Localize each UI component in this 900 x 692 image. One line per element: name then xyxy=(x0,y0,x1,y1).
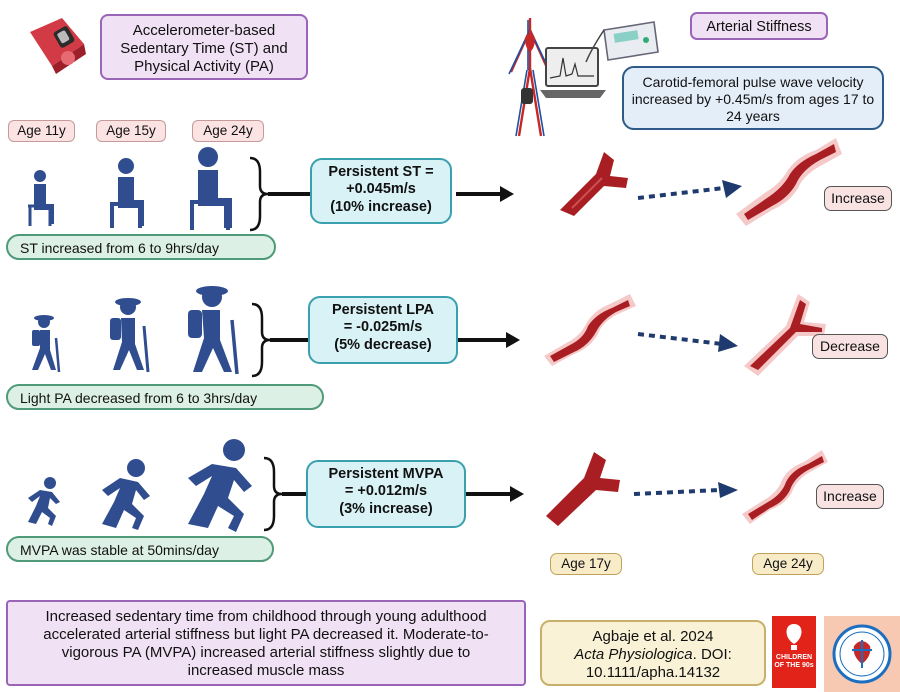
seated-adult-icon xyxy=(190,147,232,230)
row3-result-tag: Increase xyxy=(816,484,884,509)
hiking-teen-icon xyxy=(110,298,150,373)
row2-artery-normal xyxy=(744,294,826,376)
lpa-finding-box: Persistent LPA = -0.025m/s (5% decrease) xyxy=(308,296,458,364)
children-of-the-90s-logo: CHILDREN OF THE 90s xyxy=(772,616,816,688)
body-circulation-icon xyxy=(508,18,552,137)
accelerometer-device-icon xyxy=(30,18,86,74)
arterial-stiffness-label: Arterial Stiffness xyxy=(690,12,828,40)
mvpa-finding-line3: (3% increase) xyxy=(339,500,433,517)
row2-artery-stiffened xyxy=(544,294,636,366)
st-finding-line2: +0.045m/s xyxy=(346,181,416,198)
lpa-trend-box: Light PA decreased from 6 to 3hrs/day xyxy=(6,384,324,410)
pwv-note-box: Carotid-femoral pulse wave velocity incr… xyxy=(622,66,884,130)
running-adult-icon xyxy=(188,439,252,532)
follow-up-age-24: Age 24y xyxy=(752,553,824,575)
row1-result-tag: Increase xyxy=(824,186,892,211)
follow-up-age-17: Age 17y xyxy=(550,553,622,575)
st-finding-box: Persistent ST = +0.045m/s (10% increase) xyxy=(310,158,452,224)
row2-result-tag: Decrease xyxy=(812,334,888,359)
st-finding-line3: (10% increase) xyxy=(330,198,432,215)
row2-dotted-arrow xyxy=(637,332,738,352)
seated-child-icon xyxy=(28,170,54,226)
running-teen-icon xyxy=(102,459,150,530)
hiking-adult-icon xyxy=(188,286,239,375)
mvpa-finding-box: Persistent MVPA = +0.012m/s (3% increase… xyxy=(306,460,466,528)
row1-artery-normal xyxy=(560,152,628,216)
children90s-logo-text: CHILDREN OF THE 90s xyxy=(774,654,814,669)
university-seal-logo xyxy=(824,616,900,692)
row2-connector-arrow xyxy=(251,302,520,378)
mvpa-finding-line2: = +0.012m/s xyxy=(344,483,428,500)
age-tag-15: Age 15y xyxy=(96,120,166,143)
seated-teen-icon xyxy=(110,158,144,228)
running-child-icon xyxy=(28,477,60,526)
summary-box: Increased sedentary time from childhood … xyxy=(6,600,526,686)
device-label: Accelerometer-based Sedentary Time (ST) … xyxy=(100,14,308,80)
age-tag-11: Age 11y xyxy=(8,120,75,143)
row3-dotted-arrow xyxy=(633,482,738,498)
lpa-finding-line2: = -0.025m/s xyxy=(343,319,423,336)
citation-doi: 10.1111/apha.14132 xyxy=(585,664,721,681)
row1-dotted-arrow xyxy=(637,180,742,200)
st-trend-box: ST increased from 6 to 9hrs/day xyxy=(6,234,276,260)
age-tag-24: Age 24y xyxy=(192,120,264,143)
pwv-monitor-icon xyxy=(585,21,659,63)
mvpa-finding-line1: Persistent MVPA xyxy=(328,466,444,482)
citation-authors: Agbaje et al. 2024 xyxy=(592,628,714,645)
mvpa-trend-box: MVPA was stable at 50mins/day xyxy=(6,536,274,562)
citation-journal: Acta Physiologica xyxy=(574,646,693,663)
hiking-child-icon xyxy=(32,315,61,373)
laptop-waveform-icon xyxy=(540,47,606,98)
st-finding-line1: Persistent ST = xyxy=(328,164,434,180)
row3-artery-stiffened xyxy=(742,450,828,524)
citation-doi-label: . DOI: xyxy=(692,646,732,663)
row3-artery-normal xyxy=(546,452,620,526)
lpa-finding-line1: Persistent LPA xyxy=(331,302,435,318)
row1-connector-arrow xyxy=(249,156,514,232)
row1-artery-stiffened xyxy=(736,138,842,226)
lpa-finding-line3: (5% decrease) xyxy=(334,336,432,353)
citation-journal-line: Acta Physiologica. DOI: xyxy=(542,646,764,664)
citation-box: Agbaje et al. 2024 Acta Physiologica. DO… xyxy=(540,620,766,686)
